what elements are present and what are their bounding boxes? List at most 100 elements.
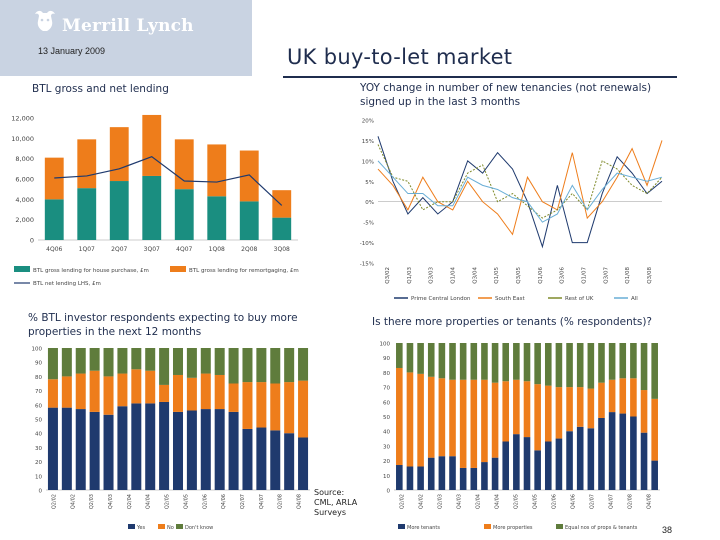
bar-segment xyxy=(186,377,197,411)
x-tick-label: Q2/04 xyxy=(476,494,482,509)
bar-segment xyxy=(630,416,637,490)
bar-segment xyxy=(640,343,648,391)
series-line xyxy=(377,160,663,223)
bar-segment xyxy=(61,376,72,408)
bar-segment xyxy=(449,343,456,380)
bar-segment xyxy=(47,348,58,380)
bar-segment xyxy=(396,465,403,490)
bar-segment xyxy=(75,409,86,490)
bar-segment xyxy=(438,456,446,490)
bar-segment xyxy=(598,343,605,383)
bar-segment xyxy=(186,348,197,378)
x-tick-label: Q4/06 xyxy=(221,494,227,509)
bar-segment xyxy=(438,378,446,457)
bar-segment xyxy=(103,376,114,415)
y-tick-label: 30 xyxy=(383,444,390,450)
x-tick-label: Q2/08 xyxy=(278,494,284,509)
bar-segment xyxy=(417,343,424,374)
x-tick-label: Q3/05 xyxy=(516,267,522,284)
bar-segment xyxy=(619,343,627,379)
y-tick-label: 80 xyxy=(35,375,42,381)
x-tick-label: Q4/05 xyxy=(183,494,189,509)
bar-segment xyxy=(523,381,531,438)
bar-segment xyxy=(534,343,541,385)
bar-segment xyxy=(89,411,100,490)
y-tick-label: 0 xyxy=(30,237,34,245)
bar-segment xyxy=(242,348,253,383)
brand-header: Merrill Lynch 13 January 2009 xyxy=(0,0,252,76)
page-title: UK buy-to-let market xyxy=(287,45,513,69)
bar-segment xyxy=(427,376,435,458)
bar-segment xyxy=(75,373,86,410)
x-tick-label: 1Q08 xyxy=(209,246,225,253)
series-line xyxy=(377,140,663,236)
y-tick-label: 30 xyxy=(35,446,42,452)
y-tick-label: -5% xyxy=(363,221,374,227)
bar-segment xyxy=(640,390,648,433)
bar-segment xyxy=(109,127,129,182)
bar-segment xyxy=(207,196,227,240)
tenancies-yoy-chart: -15% -10% -5% 0% 5% 10% 15% 20% Q3/02 Q1/03 Q3/03 Q… xyxy=(360,119,663,302)
bar-segment xyxy=(630,378,637,417)
report-date: 13 January 2009 xyxy=(38,46,106,56)
bar-segment xyxy=(481,462,488,490)
bar-segment xyxy=(47,407,58,490)
bar-segment xyxy=(256,348,267,383)
x-tick-label: Q3/08 xyxy=(647,267,653,284)
bar-segment xyxy=(200,348,211,374)
y-tick-label: 2,000 xyxy=(15,216,34,224)
bar-segment xyxy=(131,369,142,404)
y-tick-label: 40 xyxy=(383,430,390,436)
y-tick-label: 20% xyxy=(362,119,374,125)
bar-segment xyxy=(117,406,128,490)
x-tick-label: Q4/02 xyxy=(70,494,76,509)
bar-segment xyxy=(555,387,563,439)
x-tick-label: Q2/07 xyxy=(240,494,246,509)
legend-label: Yes xyxy=(136,525,145,531)
x-tick-label: Q2/04 xyxy=(127,494,133,509)
y-tick-label: 70 xyxy=(35,389,42,395)
x-tick-label: Q2/08 xyxy=(628,494,634,509)
y-tick-label: 50 xyxy=(35,418,42,424)
y-tick-label: 5% xyxy=(365,180,374,186)
bar-segment xyxy=(131,348,142,370)
y-tick-label: 90 xyxy=(35,361,42,367)
bar-segment xyxy=(576,343,584,388)
bar-segment xyxy=(651,460,658,490)
bar-segment xyxy=(256,427,267,490)
y-tick-label: 10,000 xyxy=(11,135,34,143)
bar-segment xyxy=(481,379,488,463)
bar-segment xyxy=(544,441,552,490)
x-tick-label: Q4/07 xyxy=(609,494,615,509)
legend-label: South East xyxy=(495,296,525,302)
title-divider xyxy=(283,76,677,78)
bar-segment xyxy=(406,343,414,373)
bar-segment xyxy=(200,409,211,490)
bar-segment xyxy=(145,348,156,371)
bar-segment xyxy=(608,412,616,490)
bar-segment xyxy=(270,383,281,431)
x-tick-label: Q1/04 xyxy=(450,267,456,284)
x-tick-label: Q1/06 xyxy=(538,267,544,284)
legend-label: More properties xyxy=(493,525,533,531)
bar-segment xyxy=(459,343,467,380)
bar-segment xyxy=(89,370,100,412)
bar-segment xyxy=(470,343,478,380)
y-tick-label: 20 xyxy=(35,460,42,466)
bar-segment xyxy=(566,387,573,432)
bar-segment xyxy=(513,379,520,435)
properties-vs-tenants-chart: 0 10 20 30 40 50 60 70 80 90 100 Q2/02 Q4/02 Q2/03 Q4/… xyxy=(380,342,660,531)
investor-buy-more-chart: 0 10 20 30 40 50 60 70 80 90 100 Q2/02 Q4/02 Q2/03 Q4/… xyxy=(32,347,310,531)
bar-segment xyxy=(44,199,64,240)
bar-segment xyxy=(47,379,58,408)
bar-segment xyxy=(481,343,488,380)
bar-segment xyxy=(228,348,239,384)
bar-segment xyxy=(89,348,100,371)
x-tick-label: Q3/03 xyxy=(429,267,435,284)
bar-segment xyxy=(200,373,211,410)
bar-segment xyxy=(449,456,456,490)
legend-label: BTL gross lending for house purchase, £m xyxy=(33,268,149,274)
bar-segment xyxy=(145,403,156,490)
bar-segment xyxy=(534,384,541,451)
bar-segment xyxy=(284,348,295,383)
